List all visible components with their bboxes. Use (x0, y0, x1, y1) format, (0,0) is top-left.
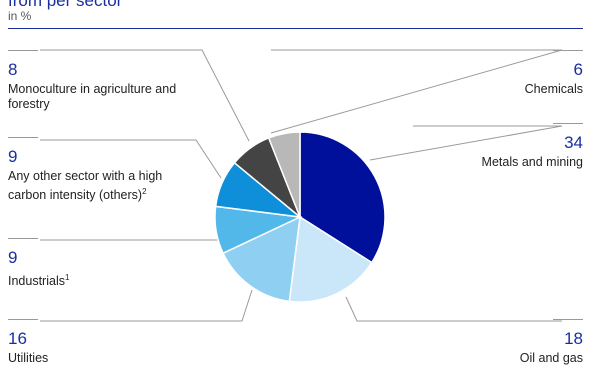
value-others: 9 (8, 147, 18, 166)
title-divider (8, 28, 583, 29)
value-monoculture: 8 (8, 60, 18, 79)
footnote-2: 2 (142, 187, 147, 196)
label-others: 9 Any other sector with a high carbon in… (8, 137, 278, 203)
label-utilities: 16 Utilities (8, 319, 278, 366)
leader-line (345, 296, 562, 322)
value-metals: 34 (564, 133, 583, 152)
leader-line (40, 139, 222, 179)
label-tick (553, 50, 583, 51)
name-metals: Metals and mining (481, 155, 583, 169)
label-tick (8, 50, 38, 51)
name-industrials: Industrials1 (8, 273, 70, 289)
label-monoculture: 8 Monoculture in agriculture and forestr… (8, 50, 278, 112)
footnote-1: 1 (64, 273, 70, 282)
value-industrials: 9 (8, 248, 18, 267)
name-monoculture: Monoculture in agriculture and forestry (8, 82, 177, 111)
label-tick (8, 137, 38, 138)
label-metals: 34 Metals and mining (313, 123, 583, 170)
label-tick (553, 123, 583, 124)
label-industrials: 9 Industrials1 (8, 238, 278, 289)
name-others: Any other sector with a high carbon inte… (8, 169, 163, 203)
value-utilities: 16 (8, 329, 27, 348)
pie-slices (214, 131, 386, 303)
pie-slice-chemicals (267, 131, 301, 218)
label-oil-gas: 18 Oil and gas (313, 319, 583, 366)
leader-line (40, 49, 250, 142)
name-chemicals: Chemicals (524, 82, 583, 96)
pie-slice-oil-and-gas (288, 215, 373, 303)
leader-line (369, 125, 563, 161)
name-utilities: Utilities (8, 351, 49, 365)
label-chemicals: 6 Chemicals (313, 50, 583, 97)
chart-title: from per sector (8, 0, 123, 10)
label-tick (8, 238, 38, 239)
value-oil-gas: 18 (564, 329, 583, 348)
name-oil-gas: Oil and gas (519, 351, 583, 365)
label-tick (8, 319, 38, 320)
chart-subtitle: in % (8, 9, 32, 23)
label-tick (553, 319, 583, 320)
leader-line (40, 289, 253, 322)
value-chemicals: 6 (573, 60, 583, 79)
pie-slice-utilities (222, 215, 301, 303)
